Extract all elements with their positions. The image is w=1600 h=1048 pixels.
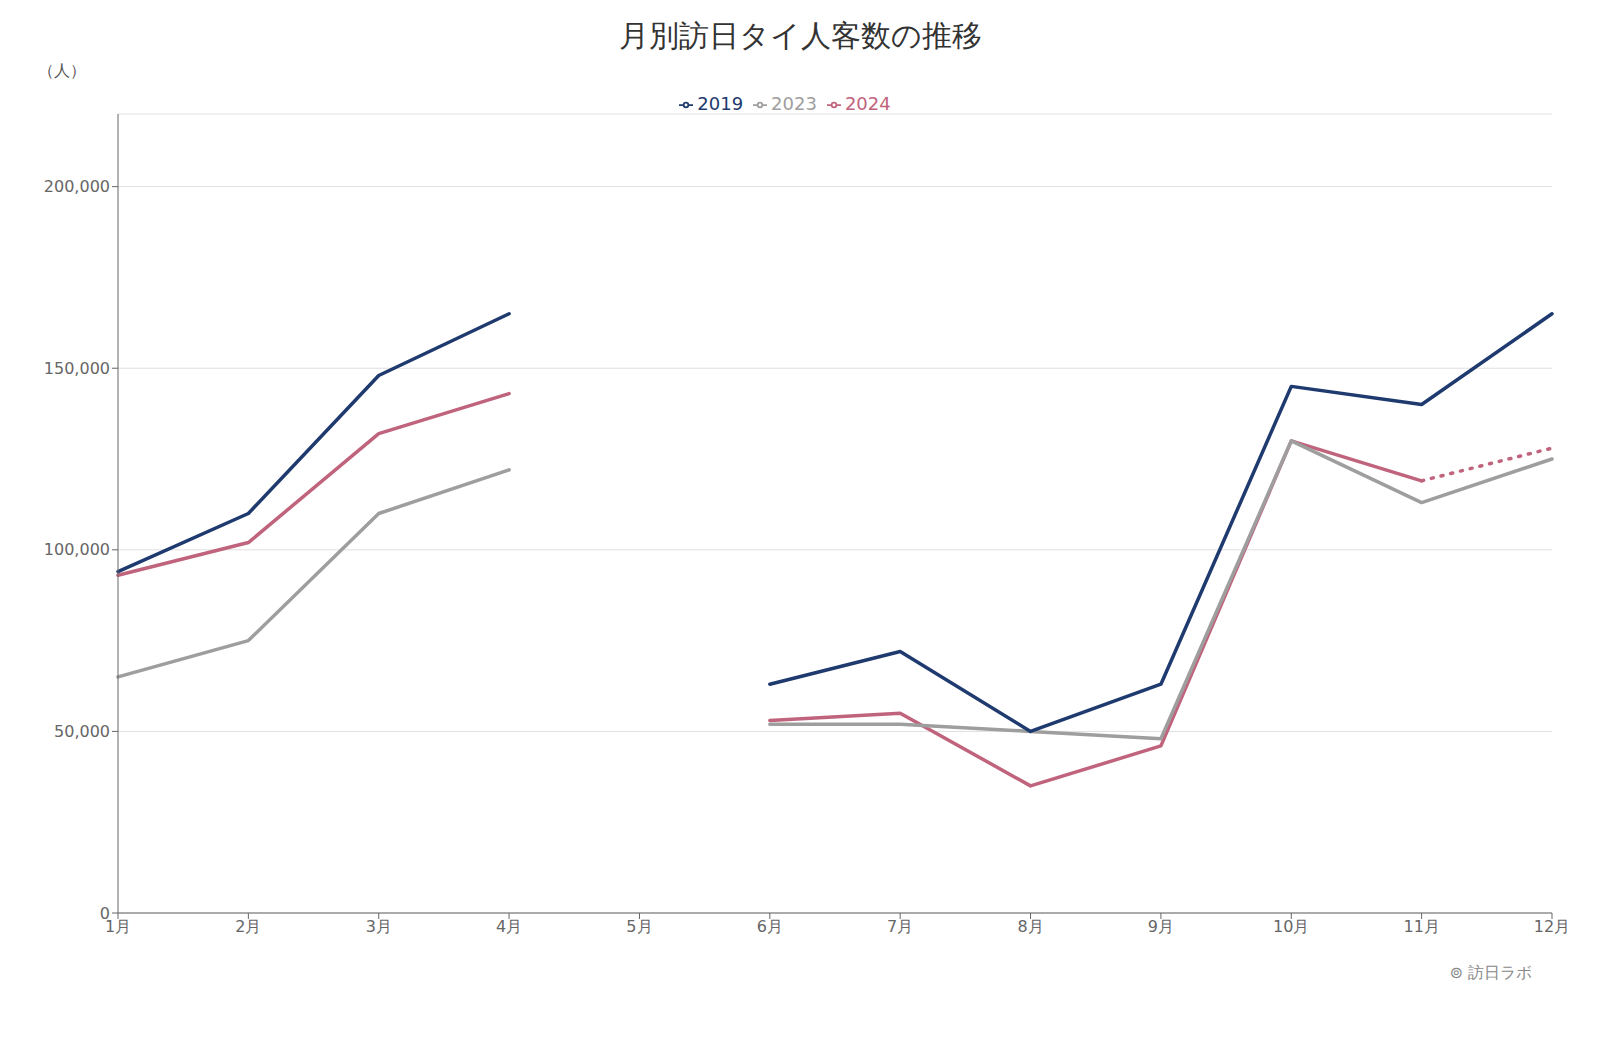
svg-text:10月: 10月 (1273, 917, 1309, 936)
html-text:2023: 2023 (771, 93, 817, 114)
svg-text:3月: 3月 (366, 917, 392, 936)
svg-text:200,000: 200,000 (44, 177, 110, 196)
svg-text:12月: 12月 (1534, 917, 1570, 936)
svg-text:0: 0 (100, 904, 110, 923)
html-text:2024: 2024 (844, 93, 891, 114)
html-text:（人）: （人） (38, 61, 86, 80)
svg-text:11月: 11月 (1403, 917, 1439, 936)
svg-text:1月: 1月 (104, 917, 132, 937)
svg-text:5月: 5月 (626, 917, 652, 936)
svg-text:6月: 6月 (757, 917, 783, 936)
svg-text:7月: 7月 (887, 917, 913, 936)
svg-text:2月: 2月 (235, 917, 261, 936)
svg-text:50,000: 50,000 (54, 722, 110, 741)
svg-text:8月: 8月 (1017, 917, 1043, 936)
svg-text:9月: 9月 (1148, 917, 1174, 936)
svg-text:100,000: 100,000 (44, 540, 110, 559)
html-text:2019: 2019 (697, 93, 744, 114)
svg-text:150,000: 150,000 (44, 359, 110, 378)
html-text:月別訪日タイ人客数の推移: 月別訪日タイ人客数の推移 (618, 18, 982, 53)
svg-text:4月: 4月 (496, 917, 522, 936)
html-text:⊚ 訪日ラボ: ⊚ 訪日ラボ (1449, 963, 1532, 982)
